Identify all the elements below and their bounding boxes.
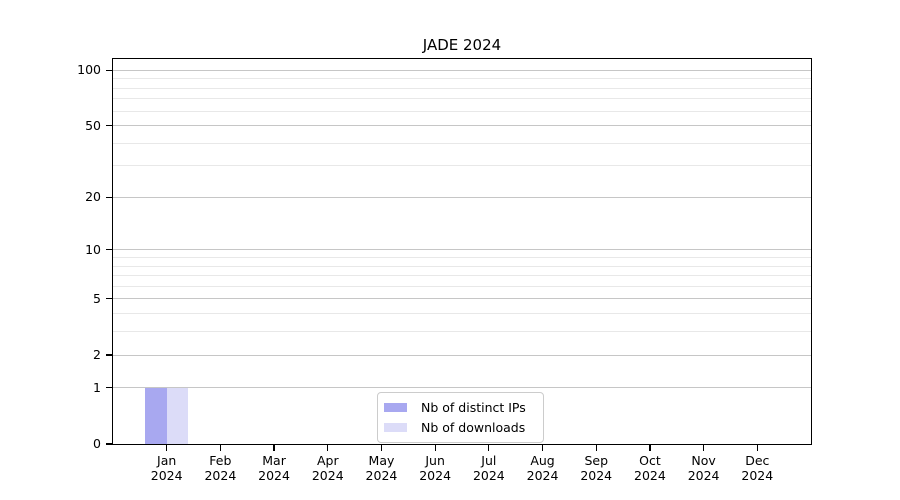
x-tick-label-line: Jun	[425, 453, 445, 468]
x-tick-label-line: 2024	[472, 468, 505, 483]
x-tick-label-line: Mar	[262, 453, 286, 468]
gridline-minor	[113, 110, 811, 112]
x-tick-label-line: Apr	[316, 453, 339, 468]
y-tick-mark	[106, 69, 113, 71]
gridline-minor	[113, 331, 811, 333]
x-tick-label: Jun 2024	[405, 453, 465, 483]
x-tick-mark	[327, 445, 329, 451]
bar-nb-of-distinct-ips-jan-2024	[145, 387, 167, 444]
x-tick-mark	[434, 445, 436, 451]
y-tick-mark	[106, 124, 113, 127]
x-tick-label-line: 2024	[150, 468, 183, 483]
legend-swatch	[384, 403, 407, 412]
y-tick-label: 20	[85, 189, 101, 205]
gridline-minor	[113, 87, 811, 89]
x-tick-label-line: 2024	[258, 468, 290, 483]
gridline-minor	[113, 165, 811, 167]
x-tick-label: Mar 2024	[244, 453, 304, 483]
x-tick-label-line: Nov	[691, 453, 716, 468]
y-tick-label: 2	[93, 347, 101, 363]
x-tick-label-line: 2024	[687, 468, 720, 483]
x-tick-mark	[166, 445, 168, 451]
x-tick-label: Feb 2024	[190, 453, 250, 483]
gridline-major	[113, 69, 811, 71]
y-tick-mark	[106, 249, 113, 251]
x-tick-label-line: 2024	[365, 468, 398, 483]
x-tick-label: Dec 2024	[727, 453, 787, 483]
plot-frame	[112, 58, 812, 445]
x-tick-mark	[595, 445, 597, 451]
y-tick-mark	[106, 387, 113, 389]
legend-item-nb-of-downloads: Nb of downloads	[384, 420, 533, 435]
y-tick-label: 5	[93, 290, 101, 306]
x-tick-mark	[541, 445, 544, 451]
gridline-minor	[113, 142, 811, 144]
bar-nb-of-downloads-jan-2024	[166, 387, 189, 444]
gridline-major	[113, 387, 811, 389]
x-tick-label-line: 2024	[526, 468, 559, 483]
x-tick-label-line: May	[368, 453, 395, 468]
legend: Nb of distinct IPs Nb of downloads	[377, 392, 544, 443]
gridline-major	[113, 354, 811, 356]
y-tick-mark	[106, 443, 113, 445]
x-tick-label: Jul 2024	[459, 453, 519, 483]
gridline-major	[113, 249, 811, 251]
x-tick-label: Nov 2024	[674, 453, 734, 483]
legend-label: Nb of distinct IPs	[421, 400, 526, 415]
y-tick-label: 100	[77, 62, 101, 78]
x-tick-label-line: 2024	[741, 468, 774, 483]
x-tick-mark	[649, 445, 651, 451]
gridline-minor	[113, 285, 811, 287]
x-tick-label-line: Dec	[745, 453, 770, 468]
x-tick-label-line: Aug	[530, 453, 555, 468]
gridline-minor	[113, 275, 811, 277]
gridline-major	[113, 298, 811, 300]
x-tick-label: Sep 2024	[566, 453, 626, 483]
x-tick-label-line: 2024	[634, 468, 666, 483]
legend-item-nb-of-distinct-ips: Nb of distinct IPs	[384, 400, 533, 415]
gridline-minor	[113, 265, 811, 267]
x-tick-label-line: 2024	[419, 468, 452, 483]
gridline-minor	[113, 313, 811, 315]
x-tick-mark	[488, 445, 490, 451]
gridline-minor	[113, 257, 811, 258]
x-tick-mark	[380, 445, 383, 451]
gridline-major	[113, 196, 811, 198]
x-tick-label-line: Sep	[584, 453, 608, 468]
y-tick-label: 50	[85, 117, 101, 133]
y-tick-label: 0	[93, 436, 101, 451]
x-tick-mark	[273, 445, 275, 451]
x-tick-label-line: Feb	[209, 453, 232, 468]
y-tick-label: 1	[93, 379, 101, 395]
x-tick-label-line: 2024	[311, 468, 344, 483]
legend-label: Nb of downloads	[421, 420, 526, 435]
gridline-major	[113, 125, 811, 127]
x-tick-label: May 2024	[351, 453, 411, 483]
y-tick-mark	[106, 354, 113, 356]
x-tick-mark	[703, 445, 705, 451]
x-tick-label-line: 2024	[204, 468, 237, 483]
x-tick-label-line: Oct	[639, 453, 661, 468]
x-tick-mark	[756, 445, 758, 451]
x-tick-label-line: Jan	[157, 453, 177, 468]
y-tick-mark	[106, 196, 113, 198]
x-tick-label: Aug 2024	[513, 453, 573, 483]
x-tick-label: Jan 2024	[137, 453, 197, 483]
x-tick-mark	[219, 445, 221, 451]
x-tick-label-line: 2024	[580, 468, 613, 483]
x-tick-label: Oct 2024	[620, 453, 680, 483]
x-tick-label: Apr 2024	[298, 453, 358, 483]
y-tick-mark	[106, 298, 113, 300]
x-tick-label-line: Jul	[481, 453, 497, 468]
chart-title: JADE 2024	[422, 36, 502, 54]
gridline-minor	[113, 78, 811, 80]
y-tick-label: 10	[85, 241, 101, 257]
gridline-minor	[113, 98, 811, 100]
legend-swatch	[384, 423, 407, 432]
